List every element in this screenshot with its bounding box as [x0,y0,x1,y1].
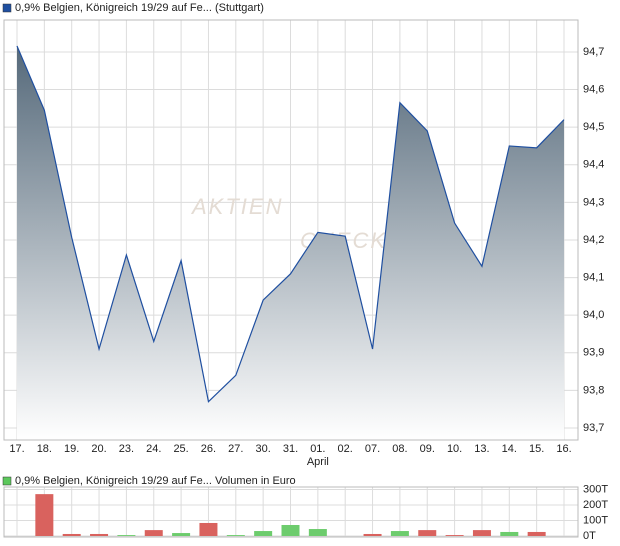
chart-title: 0,9% Belgien, Königreich 19/29 auf Fe...… [15,2,264,14]
y-tick-label: 0T [583,530,596,542]
y-tick-label: 300T [583,483,608,495]
volume-bar [226,535,245,536]
y-tick-label: 94,7 [583,46,604,58]
volume-bar [199,522,218,536]
x-tick-label: 08. [392,443,407,455]
legend-swatch [2,476,12,486]
y-tick-label: 93,9 [583,347,604,359]
volume-bar [527,531,546,536]
y-tick-label: 94,2 [583,234,604,246]
x-tick-label: 14. [502,443,517,455]
volume-bar [117,535,136,536]
x-tick-label: 13. [474,443,489,455]
x-annotation: April [307,456,329,468]
volume-bar [445,535,464,536]
plot-frame [3,486,579,538]
volume-bar [172,533,191,536]
volume-bar [363,533,382,536]
volume-bar [308,529,327,536]
x-tick-label: 18. [37,443,52,455]
volume-title: 0,9% Belgien, Königreich 19/29 auf Fe...… [15,475,296,487]
x-tick-label: 20. [91,443,106,455]
x-tick-label: 25. [173,443,188,455]
volume-bar [418,530,437,536]
y-tick-label: 94,0 [583,309,604,321]
volume-bar [472,530,491,536]
x-tick-label: 27. [228,443,243,455]
y-tick-label: 94,6 [583,83,604,95]
x-tick-label: 15. [529,443,544,455]
x-tick-label: 17. [9,443,24,455]
x-tick-label: 01. [310,443,325,455]
x-tick-label: 07. [365,443,380,455]
volume-bar [281,524,300,536]
x-tick-label: 19. [64,443,79,455]
y-tick-label: 100T [583,514,608,526]
price-line [16,45,565,403]
x-tick-label: 02. [338,443,353,455]
y-tick-label: 200T [583,499,608,511]
y-tick-label: 94,5 [583,121,604,133]
x-tick-label: 26. [201,443,216,455]
plot-frame [3,19,579,441]
y-tick-label: 93,7 [583,422,604,434]
x-tick-label: 16. [556,443,571,455]
x-tick-label: 23. [119,443,134,455]
x-tick-label: 10. [447,443,462,455]
volume-bar [390,531,409,536]
watermark: AKTIEN [190,194,283,219]
volume-bar [90,533,109,536]
x-tick-label: 31. [283,443,298,455]
y-tick-label: 94,1 [583,271,604,283]
y-tick-label: 94,4 [583,159,604,171]
volume-bar [35,494,54,536]
legend-swatch [2,3,12,13]
volume-bar [144,530,163,536]
x-tick-label: 09. [420,443,435,455]
x-tick-label: 30. [256,443,271,455]
y-tick-label: 93,8 [583,384,604,396]
y-tick-label: 94,3 [583,196,604,208]
volume-bar [62,533,81,536]
volume-bar [254,531,273,536]
x-tick-label: 24. [146,443,161,455]
volume-bar [500,531,519,536]
